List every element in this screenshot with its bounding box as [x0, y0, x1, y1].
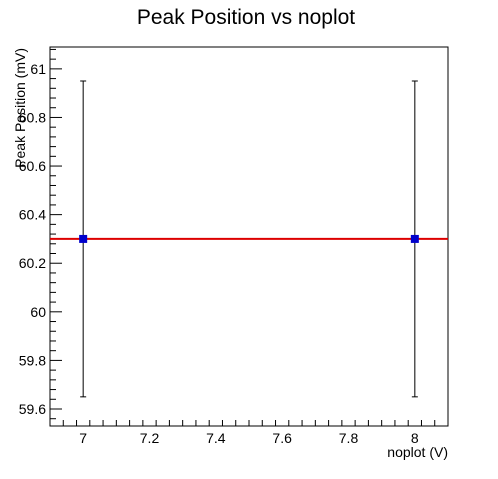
data-markers [79, 234, 419, 243]
x-tick-label: 8 [411, 430, 419, 446]
chart-title: Peak Position vs noplot [137, 6, 355, 29]
data-point [410, 234, 419, 243]
y-tick-label: 60.4 [19, 207, 46, 223]
y-tick-label: 60.6 [19, 158, 46, 174]
plot-frame-box [49, 46, 449, 427]
x-tick-label: 7.2 [140, 430, 160, 446]
y-tick-label: 60 [30, 304, 46, 320]
x-tick-label: 7.4 [206, 430, 226, 446]
y-axis: 59.6 59.8 60 60.2 60.4 60.6 60.8 61 [19, 48, 62, 420]
plot-frame [49, 46, 449, 427]
x-tick-label: 7.6 [272, 430, 292, 446]
x-tick-label: 7.8 [339, 430, 359, 446]
y-axis-title: Peak Position (mV) [12, 48, 28, 168]
x-axis-title: noplot (V) [387, 444, 448, 460]
x-tick-label: 7 [79, 430, 87, 446]
x-axis: 7 7.2 7.4 7.6 7.8 8 [49, 420, 449, 446]
data-point [79, 234, 88, 243]
y-tick-label: 59.8 [19, 352, 46, 368]
y-tick-label: 59.6 [19, 401, 46, 417]
y-tick-label: 61 [30, 61, 46, 77]
y-tick-label: 60.2 [19, 255, 46, 271]
y-tick-label: 60.8 [19, 109, 46, 125]
